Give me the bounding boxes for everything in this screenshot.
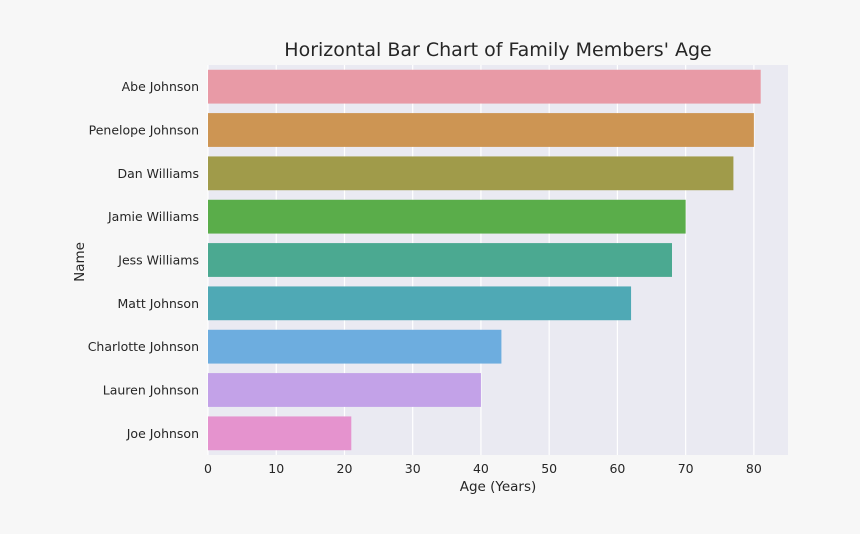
y-tick-label: Dan Williams (117, 166, 199, 181)
bar (208, 416, 352, 451)
y-tick-label: Matt Johnson (118, 296, 199, 311)
y-tick-label: Abe Johnson (122, 79, 199, 94)
chart-title: Horizontal Bar Chart of Family Members' … (284, 39, 711, 61)
x-tick-label: 50 (541, 461, 557, 476)
x-tick-label: 70 (678, 461, 694, 476)
bars-group (208, 69, 761, 451)
y-tick-label: Lauren Johnson (103, 383, 199, 398)
y-tick-label: Charlotte Johnson (88, 339, 199, 354)
y-tick-label: Jamie Williams (107, 209, 199, 224)
x-tick-labels: 0 10 20 30 40 50 60 70 80 (204, 461, 762, 476)
x-tick-label: 20 (337, 461, 353, 476)
x-tick-label: 0 (204, 461, 212, 476)
x-tick-label: 30 (405, 461, 421, 476)
y-tick-label: Jess Williams (117, 253, 199, 268)
x-tick-label: 40 (473, 461, 489, 476)
bar (208, 199, 686, 234)
x-tick-label: 60 (609, 461, 625, 476)
bar (208, 286, 632, 321)
y-tick-label: Penelope Johnson (89, 123, 199, 138)
bar (208, 373, 481, 407)
bar (208, 69, 761, 104)
bar (208, 113, 754, 147)
y-axis-label: Name (72, 242, 88, 282)
x-axis-label: Age (Years) (460, 479, 537, 495)
y-tick-label: Joe Johnson (126, 426, 199, 441)
bar (208, 156, 734, 191)
x-tick-label: 80 (746, 461, 762, 476)
x-tick-label: 10 (268, 461, 284, 476)
bar (208, 243, 672, 277)
y-tick-labels: Abe Johnson Penelope Johnson Dan Williams J… (88, 79, 199, 441)
bar (208, 329, 502, 364)
